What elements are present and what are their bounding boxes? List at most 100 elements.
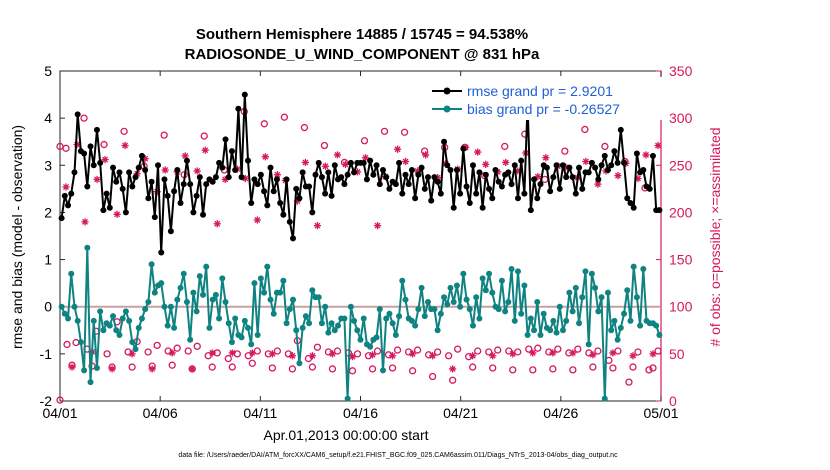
obs-possible-point bbox=[160, 131, 168, 139]
bias-point bbox=[592, 284, 599, 291]
rmse-point bbox=[617, 126, 624, 133]
rmse-point bbox=[518, 157, 525, 164]
obs-possible-point bbox=[168, 361, 176, 369]
bias-point bbox=[482, 287, 489, 294]
bias-point bbox=[267, 296, 274, 303]
titles: Southern Hemisphere 14885 / 15745 = 94.5… bbox=[185, 26, 540, 63]
bias-point bbox=[87, 379, 94, 386]
obs-possible-point bbox=[454, 345, 462, 353]
rmse-point bbox=[68, 190, 75, 197]
rmse-point bbox=[228, 148, 235, 155]
rmse-series bbox=[58, 91, 663, 256]
obs-possible-point bbox=[393, 346, 402, 354]
rmse-point bbox=[592, 164, 599, 171]
obs-possible-point bbox=[489, 364, 497, 372]
obs-assimilated-point bbox=[569, 349, 577, 357]
obs-possible-point bbox=[208, 363, 216, 371]
bias-point bbox=[171, 324, 178, 331]
rmse-point bbox=[180, 181, 187, 188]
rmse-point bbox=[402, 171, 409, 178]
bias-point bbox=[495, 306, 502, 313]
rmse-point bbox=[84, 183, 91, 190]
bias-point bbox=[617, 324, 624, 331]
rmse-point bbox=[277, 200, 284, 206]
bias-point bbox=[604, 289, 611, 296]
obs-possible-point bbox=[505, 347, 513, 355]
bias-point bbox=[97, 308, 104, 315]
rmse-point bbox=[531, 176, 538, 183]
obs-possible-point bbox=[433, 348, 442, 356]
obs-assimilated-point bbox=[328, 350, 337, 358]
obs-assimilated-point bbox=[333, 151, 342, 159]
bias-point bbox=[193, 308, 200, 315]
bias-point bbox=[183, 299, 190, 305]
y-axis-label-left: rmse and bias (model - observation) bbox=[9, 125, 25, 349]
bias-point bbox=[479, 275, 486, 282]
rmse-point bbox=[386, 185, 393, 192]
x-axis-label: Apr.01,2013 00:00:00 start bbox=[263, 427, 428, 443]
rmse-point bbox=[325, 169, 332, 176]
bias-point bbox=[331, 327, 338, 334]
bias-point bbox=[399, 277, 406, 284]
rmse-point bbox=[486, 185, 493, 192]
obs-assimilated-point bbox=[562, 163, 570, 171]
bias-point bbox=[216, 315, 223, 322]
bias-point bbox=[351, 317, 358, 324]
obs-possible-series bbox=[56, 107, 662, 404]
bias-point bbox=[521, 282, 528, 289]
bias-point bbox=[219, 275, 226, 282]
x-tick-label: 04/21 bbox=[443, 405, 478, 421]
obs-assimilated-point bbox=[388, 352, 397, 360]
bias-point bbox=[547, 327, 554, 334]
bias-point bbox=[290, 296, 297, 303]
bias-point bbox=[360, 315, 367, 322]
bias-point bbox=[559, 327, 566, 334]
obs-assimilated-point bbox=[649, 350, 657, 358]
rmse-point bbox=[534, 195, 541, 202]
rmse-point bbox=[331, 162, 338, 169]
bias-point bbox=[315, 294, 322, 301]
rmse-point bbox=[428, 197, 435, 204]
obs-assimilated-point bbox=[101, 156, 109, 164]
obs-possible-point bbox=[501, 142, 509, 151]
bias-point bbox=[164, 322, 171, 329]
obs-assimilated-point bbox=[642, 151, 650, 159]
rmse-point bbox=[273, 176, 280, 183]
obs-assimilated-point bbox=[293, 197, 301, 205]
bias-point bbox=[93, 365, 100, 371]
obs-possible-point bbox=[554, 345, 562, 353]
chart-subtitle: RADIOSONDE_U_WIND_COMPONENT @ 831 hPa bbox=[185, 46, 540, 63]
obs-possible-point bbox=[308, 363, 317, 371]
bias-point bbox=[473, 294, 480, 301]
bias-point bbox=[588, 270, 595, 277]
bias-point bbox=[550, 317, 557, 324]
rmse-point bbox=[322, 190, 329, 197]
rmse-point bbox=[595, 176, 602, 183]
rmse-point bbox=[627, 200, 634, 206]
bias-point bbox=[309, 287, 316, 294]
bias-point bbox=[508, 266, 515, 272]
bias-point bbox=[174, 296, 181, 303]
rmse-point bbox=[608, 162, 615, 169]
obs-assimilated-point bbox=[474, 148, 482, 156]
rmse-point bbox=[212, 174, 219, 181]
rmse-point bbox=[183, 157, 190, 164]
obs-possible-point bbox=[333, 347, 342, 355]
bias-point bbox=[212, 291, 219, 298]
rmse-point bbox=[418, 164, 425, 171]
bias-point bbox=[431, 306, 438, 313]
bias-point bbox=[158, 280, 165, 287]
bias-point bbox=[637, 322, 644, 329]
bias-point bbox=[457, 303, 464, 310]
chart-title: Southern Hemisphere 14885 / 15745 = 94.5… bbox=[196, 26, 528, 43]
bias-point bbox=[110, 313, 117, 320]
rmse-point bbox=[171, 188, 178, 195]
bias-point bbox=[148, 261, 155, 268]
rmse-point bbox=[396, 159, 403, 166]
bias-point bbox=[161, 303, 168, 310]
obs-assimilated-point bbox=[449, 365, 457, 373]
bias-point bbox=[514, 268, 521, 275]
rmse-point bbox=[164, 192, 171, 199]
bias-point bbox=[624, 287, 631, 294]
